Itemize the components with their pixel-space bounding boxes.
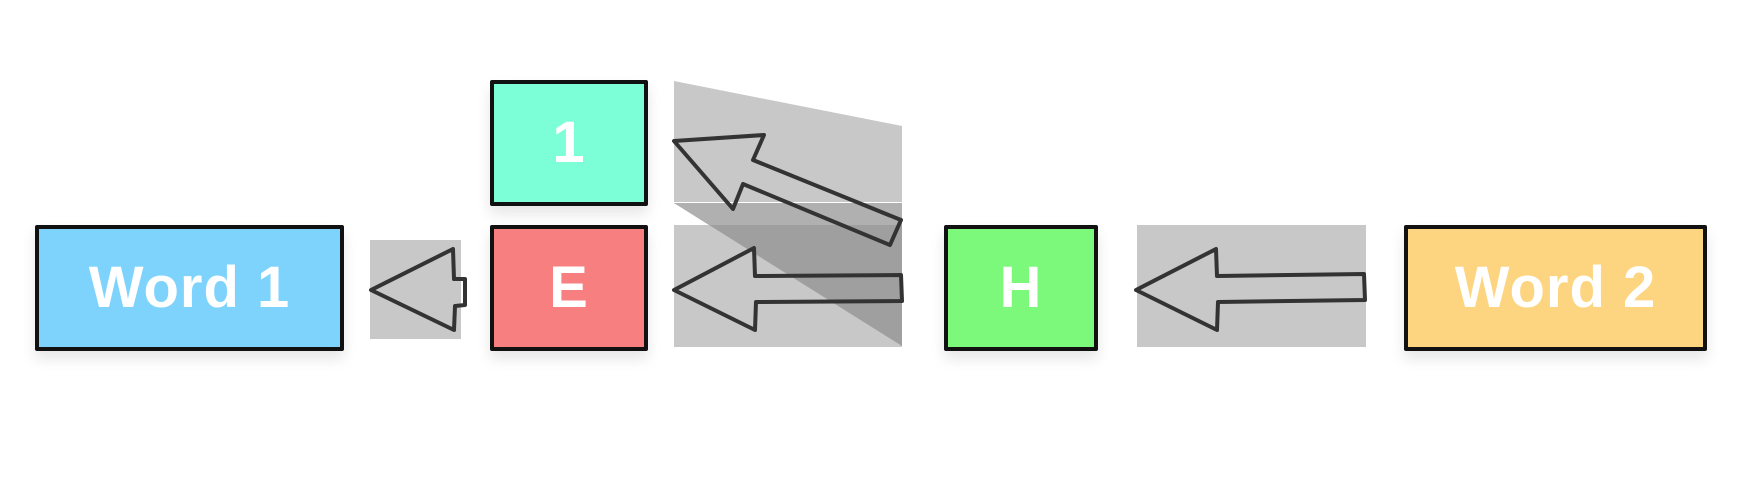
e-box: E — [490, 225, 648, 351]
arrow-panel-e-to-word1 — [370, 240, 461, 339]
arrow-h-to-1 — [672, 133, 903, 247]
e-label: E — [549, 255, 589, 320]
word1-box: Word 1 — [35, 225, 344, 351]
one-box: 1 — [490, 80, 648, 206]
word2-label: Word 2 — [1454, 255, 1657, 320]
arrow-word2-to-h — [1134, 247, 1367, 332]
arrow-panel-h-to-1 — [674, 81, 902, 202]
h-label: H — [999, 255, 1043, 320]
one-label: 1 — [552, 110, 586, 175]
word2-box: Word 2 — [1404, 225, 1707, 351]
word1-label: Word 1 — [88, 255, 291, 320]
arrow-h-to-e — [672, 246, 904, 332]
arrow-e-to-word1 — [369, 247, 467, 332]
arrow-panel-word2-to-h — [1137, 225, 1366, 347]
h-box: H — [944, 225, 1098, 351]
